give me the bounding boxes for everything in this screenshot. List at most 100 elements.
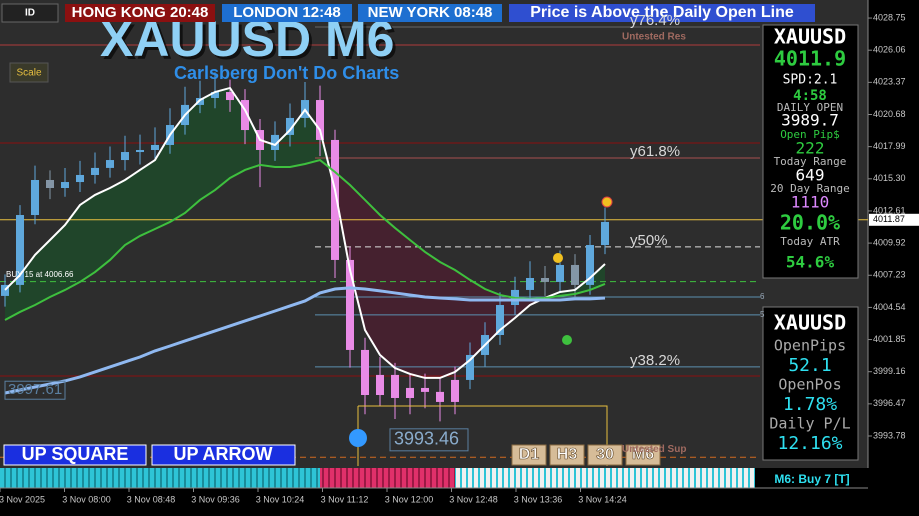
price-label: 3993.46 — [394, 429, 459, 449]
signal: M6: Buy 7 [T] — [774, 472, 849, 486]
signal-dot — [562, 335, 572, 345]
level-label: y38.2% — [630, 352, 680, 369]
candle-body — [601, 221, 609, 246]
status: Price is Above the Daily Open Line — [530, 4, 794, 21]
candle-body — [271, 134, 279, 150]
candle-body — [76, 174, 84, 183]
label: OpenPips — [774, 337, 846, 355]
y-tick-label: 4023.37 — [873, 77, 906, 87]
timeframe-button[interactable] — [625, 444, 661, 466]
value: 12.16% — [777, 433, 842, 454]
y-tick-label: 4009.92 — [873, 237, 906, 247]
trend-strip — [455, 468, 755, 488]
ma-cloud — [50, 224, 65, 298]
clock-box — [222, 4, 352, 22]
candle-body — [421, 387, 429, 392]
value: 1.78% — [783, 394, 837, 415]
signal-dot — [601, 196, 613, 208]
label: Open Pip$ — [780, 128, 840, 141]
candle-body — [376, 374, 384, 396]
clock: NEW YORK 08:48 — [368, 4, 493, 21]
position-panel — [762, 306, 859, 461]
candle-body — [16, 215, 24, 285]
trend-strip — [320, 468, 455, 488]
candle-body — [211, 92, 219, 99]
y-tick-label: 4015.30 — [873, 173, 906, 183]
ma-cloud — [155, 134, 170, 229]
candle-body — [316, 100, 324, 140]
x-tick-label: 3 Nov 11:12 — [321, 494, 369, 504]
x-tick-label: 3 Nov 12:48 — [449, 494, 498, 504]
timeframe-label[interactable]: D1 — [518, 446, 540, 464]
price: 4011.9 — [774, 47, 846, 71]
candle-body — [91, 167, 99, 175]
ma-cloud — [95, 188, 110, 273]
scale-button[interactable] — [9, 62, 49, 83]
button-label[interactable]: UP ARROW — [174, 444, 273, 464]
y-tick-label: 4004.54 — [873, 302, 906, 312]
timeframe-button[interactable] — [587, 444, 623, 466]
x-tick-label: 3 Nov 2025 — [0, 494, 45, 504]
moving-average — [4, 158, 606, 321]
candle-body — [526, 277, 534, 290]
timeframe-button[interactable] — [549, 444, 585, 466]
title-shadow: XAUUSD M6 — [103, 14, 397, 70]
candle-body — [451, 379, 459, 402]
candle-body — [121, 152, 129, 161]
ma-cloud — [290, 109, 305, 167]
candle-body — [1, 284, 9, 296]
button[interactable] — [3, 444, 147, 466]
timeframe-label[interactable]: M6 — [632, 446, 655, 464]
button-label[interactable]: UP SQUARE — [22, 444, 129, 464]
moving-average — [4, 286, 606, 395]
level-label: y61.8% — [630, 143, 680, 160]
label: 20 Day Range — [770, 182, 849, 195]
chart-subtitle: Carlsberg Don't Do Charts — [174, 63, 399, 83]
x-tick-label: 3 Nov 13:36 — [514, 494, 563, 504]
flag-box — [1, 3, 59, 23]
price-axis-background — [868, 0, 919, 516]
level-label: 5 — [760, 310, 765, 319]
button[interactable] — [151, 444, 296, 466]
candle-body — [31, 179, 39, 216]
candle-body — [586, 245, 594, 285]
value: 3989.7 — [781, 111, 839, 130]
clock: HONG KONG 20:48 — [72, 4, 209, 21]
level-label: Untested Sup — [622, 444, 686, 455]
candle-body — [196, 98, 204, 105]
scale-label[interactable]: Scale — [16, 68, 41, 79]
spread: SPD:2.1 — [783, 73, 838, 88]
label: Daily P/L — [769, 415, 850, 433]
candle-body — [436, 391, 444, 402]
plot-layer — [0, 26, 868, 458]
y-tick-label: 4026.06 — [873, 45, 906, 55]
level-label: y76.4% — [630, 12, 680, 29]
info-panel-texts: XAUUSD 4011.9 SPD:2.1 4:58 DAILY OPEN 39… — [770, 25, 849, 272]
signal-dot — [349, 429, 367, 447]
candle-body — [556, 264, 564, 282]
timeframe-button[interactable] — [511, 444, 547, 466]
candle-body — [136, 149, 144, 153]
y-tick-label: 4001.85 — [873, 334, 906, 344]
clock-box — [65, 4, 215, 22]
y-tick-label: 3993.78 — [873, 430, 906, 440]
x-tick-label: 3 Nov 10:24 — [256, 494, 305, 504]
buy-note: BUY 15 at 4006.66 — [6, 270, 74, 279]
candle-body — [571, 264, 579, 285]
ma-cloud — [455, 269, 470, 372]
label: DAILY OPEN — [777, 101, 843, 114]
timeframe-label[interactable]: H3 — [556, 446, 578, 464]
price-label-box — [389, 428, 469, 452]
ma-cloud — [65, 204, 80, 290]
level-label: 6 — [760, 292, 765, 301]
ma-cloud — [410, 239, 425, 378]
x-tick-label: 3 Nov 14:24 — [578, 494, 627, 504]
value: 54.6% — [786, 253, 835, 272]
y-tick-label: 4012.61 — [873, 205, 906, 215]
position-panel-texts: XAUUSD OpenPips 52.1 OpenPos 1.78% Daily… — [769, 311, 850, 455]
candle-body — [151, 144, 159, 150]
value: 1110 — [791, 193, 830, 212]
moving-average — [4, 86, 606, 379]
timeframe-label[interactable]: 30 — [596, 446, 614, 464]
